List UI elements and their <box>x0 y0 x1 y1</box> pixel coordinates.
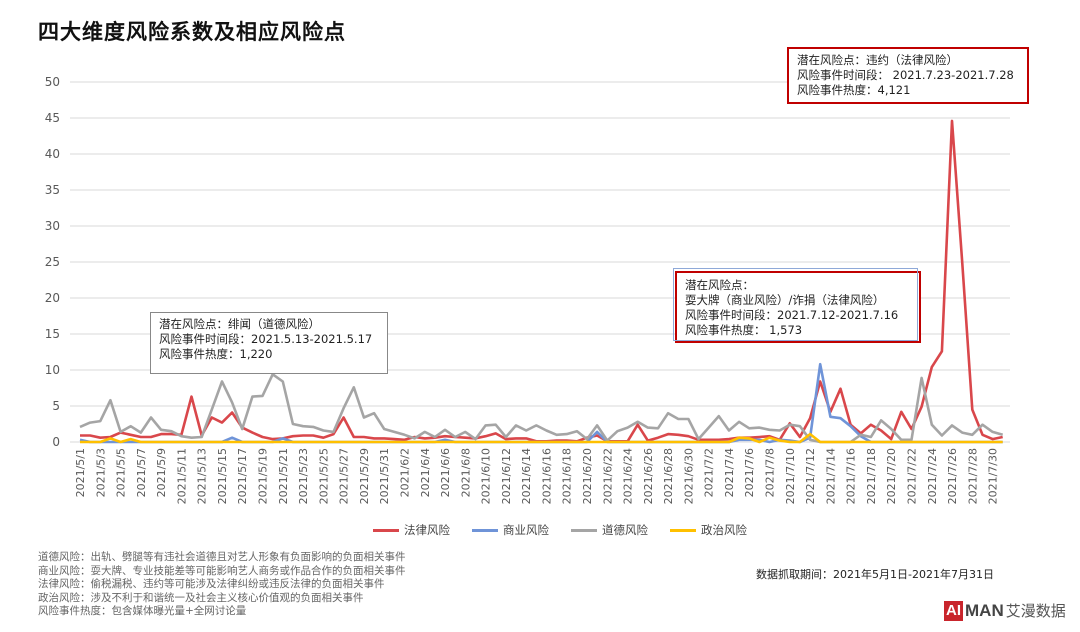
legend-item-law[interactable]: 法律风险 <box>373 522 450 538</box>
annotation-business-law-risk: 潜在风险点： 耍大牌（商业风险）/诈捐（法律风险） 风险事件时间段：2021.7… <box>675 271 921 343</box>
logo-man: MAN <box>965 600 1004 620</box>
x-tick-label: 2021/5/17 <box>236 448 249 504</box>
x-tick-label: 2021/7/16 <box>845 448 858 504</box>
legend-item-moral[interactable]: 道德风险 <box>571 522 648 538</box>
x-tick-label: 2021/6/4 <box>419 448 432 497</box>
x-tick-label: 2021/7/6 <box>743 448 756 497</box>
x-tick-label: 2021/7/10 <box>784 448 797 504</box>
annotation-line: 风险事件热度：1,220 <box>159 347 273 361</box>
x-tick-label: 2021/6/18 <box>561 448 574 504</box>
x-tick-label: 2021/6/16 <box>540 448 553 504</box>
x-tick-label: 2021/7/4 <box>723 448 736 497</box>
x-tick-label: 2021/7/2 <box>703 448 716 497</box>
x-tick-label: 2021/5/3 <box>94 448 107 497</box>
x-tick-label: 2021/6/28 <box>662 448 675 504</box>
x-tick-label: 2021/7/26 <box>946 448 959 504</box>
y-tick-label: 0 <box>52 435 60 449</box>
logo-cn: 艾漫数据 <box>1005 602 1066 620</box>
x-tick-label: 2021/7/24 <box>926 448 939 504</box>
x-tick-label: 2021/7/20 <box>885 448 898 504</box>
annotation-line: 风险事件时间段：2021.7.12-2021.7.16 <box>685 308 899 322</box>
x-tick-label: 2021/7/12 <box>804 448 817 504</box>
y-tick-label: 35 <box>45 183 60 197</box>
x-tick-label: 2021/5/13 <box>196 448 209 504</box>
x-tick-label: 2021/6/26 <box>642 448 655 504</box>
x-tick-label: 2021/7/28 <box>966 448 979 504</box>
y-tick-label: 25 <box>45 255 60 269</box>
data-period: 数据抓取期间：2021年5月1日-2021年7月31日 <box>756 568 994 581</box>
x-tick-label: 2021/5/19 <box>257 448 270 504</box>
y-tick-label: 40 <box>45 147 60 161</box>
y-tick-label: 50 <box>45 75 60 89</box>
chart-legend: 法律风险 商业风险 道德风险 政治风险 <box>0 522 1080 538</box>
y-tick-label: 5 <box>52 399 60 413</box>
note-line: 风险事件热度：包含媒体曝光量+全网讨论量 <box>38 605 247 617</box>
series-line-3 <box>80 432 1003 444</box>
x-tick-label: 2021/5/21 <box>277 448 290 504</box>
legend-label: 法律风险 <box>404 523 450 537</box>
legend-swatch <box>571 528 597 532</box>
legend-swatch <box>670 528 696 532</box>
y-tick-label: 45 <box>45 111 60 125</box>
x-tick-label: 2021/5/7 <box>135 448 148 497</box>
x-tick-label: 2021/5/15 <box>216 448 229 504</box>
x-tick-label: 2021/5/23 <box>297 448 310 504</box>
note-line: 商业风险：耍大牌、专业技能差等可能影响艺人商务或作品合作的负面相关事件 <box>38 564 406 577</box>
aiman-logo: AI MAN 艾漫数据 <box>944 600 1066 621</box>
annotation-line: 风险事件热度： 1,573 <box>685 323 803 337</box>
note-line: 道德风险：出轨、劈腿等有违社会道德且对艺人形象有负面影响的负面相关事件 <box>38 551 406 563</box>
x-tick-label: 2021/5/29 <box>358 448 371 504</box>
x-tick-label: 2021/6/24 <box>622 448 635 504</box>
annotation-line: 风险事件热度：4,121 <box>797 83 911 97</box>
x-tick-label: 2021/5/27 <box>338 448 351 504</box>
x-tick-label: 2021/6/6 <box>439 448 452 497</box>
x-tick-label: 2021/6/14 <box>520 448 533 504</box>
annotation-line: 耍大牌（商业风险）/诈捐（法律风险） <box>685 293 885 307</box>
annotation-line: 潜在风险点：绯闻（道德风险） <box>159 317 320 331</box>
y-tick-label: 20 <box>45 291 60 305</box>
x-tick-label: 2021/5/25 <box>317 448 330 504</box>
x-tick-label: 2021/6/8 <box>459 448 472 497</box>
x-tick-label: 2021/5/31 <box>378 448 391 504</box>
x-tick-label: 2021/7/22 <box>905 448 918 504</box>
x-tick-label: 2021/7/8 <box>764 448 777 497</box>
note-line: 政治风险：涉及不利于和谐统一及社会主义核心价值观的负面相关事件 <box>38 591 364 604</box>
x-tick-label: 2021/6/30 <box>682 448 695 504</box>
logo-ai: AI <box>944 600 963 621</box>
legend-label: 道德风险 <box>602 523 648 537</box>
annotation-line: 风险事件时间段： 2021.7.23-2021.7.28 <box>797 68 1014 82</box>
annotation-law-risk: 潜在风险点：违约（法律风险） 风险事件时间段： 2021.7.23-2021.7… <box>787 47 1029 104</box>
x-tick-label: 2021/5/11 <box>175 448 188 504</box>
annotation-selection-outline <box>673 268 918 341</box>
x-tick-label: 2021/5/1 <box>74 448 87 497</box>
x-tick-label: 2021/7/18 <box>865 448 878 504</box>
x-tick-label: 2021/6/10 <box>480 448 493 504</box>
annotation-line: 风险事件时间段：2021.5.13-2021.5.17 <box>159 332 373 346</box>
legend-item-politics[interactable]: 政治风险 <box>670 522 747 538</box>
y-tick-label: 15 <box>45 327 60 341</box>
y-tick-label: 30 <box>45 219 60 233</box>
legend-label: 商业风险 <box>503 523 549 537</box>
x-tick-label: 2021/6/2 <box>398 448 411 497</box>
x-tick-label: 2021/6/20 <box>581 448 594 504</box>
x-tick-label: 2021/5/5 <box>115 448 128 497</box>
definitions-notes: 道德风险：出轨、劈腿等有违社会道德且对艺人形象有负面影响的负面相关事件 商业风险… <box>38 551 406 619</box>
page-title: 四大维度风险系数及相应风险点 <box>38 20 346 44</box>
y-tick-label: 10 <box>45 363 60 377</box>
legend-swatch <box>373 528 399 532</box>
x-tick-label: 2021/7/14 <box>824 448 837 504</box>
x-tick-label: 2021/6/22 <box>601 448 614 504</box>
x-tick-label: 2021/7/30 <box>987 448 1000 504</box>
legend-item-business[interactable]: 商业风险 <box>472 522 549 538</box>
legend-swatch <box>472 528 498 532</box>
x-tick-label: 2021/5/9 <box>155 448 168 497</box>
x-tick-label: 2021/6/12 <box>500 448 513 504</box>
note-line: 法律风险：偷税漏税、违约等可能涉及法律纠纷或违反法律的负面相关事件 <box>38 578 385 590</box>
annotation-line: 潜在风险点： <box>685 278 754 292</box>
annotation-moral-risk: 潜在风险点：绯闻（道德风险） 风险事件时间段：2021.5.13-2021.5.… <box>150 312 388 374</box>
annotation-line: 潜在风险点：违约（法律风险） <box>797 53 958 67</box>
legend-label: 政治风险 <box>701 523 747 537</box>
